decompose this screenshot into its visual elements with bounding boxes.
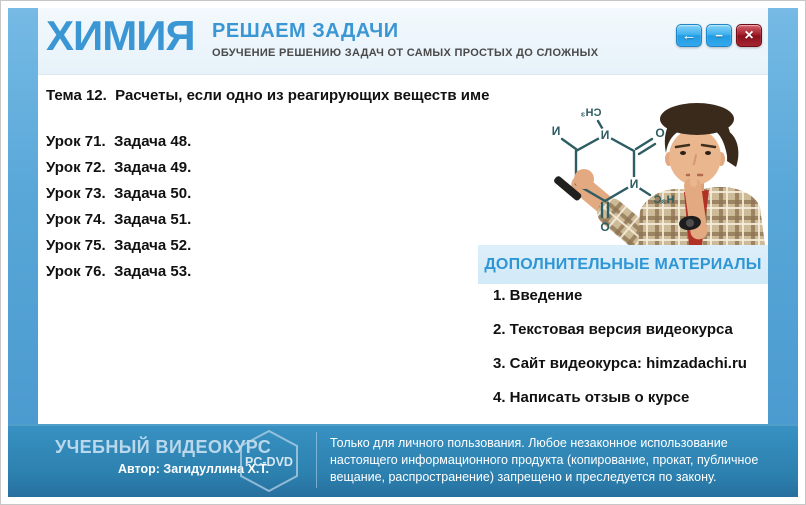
footer-divider (316, 432, 317, 488)
lesson-item[interactable]: Урок 73. Задача 50. (46, 185, 192, 202)
right-border-strip (768, 8, 798, 424)
svg-text:O: O (600, 220, 609, 234)
svg-text:N: N (601, 128, 610, 142)
window-controls: ← − × (676, 24, 762, 47)
material-item[interactable]: 2. Текстовая версия видеокурса (493, 321, 733, 338)
lesson-item[interactable]: Урок 76. Задача 53. (46, 263, 192, 280)
material-item[interactable]: 1. Введение (493, 287, 583, 304)
minimize-icon: − (715, 28, 723, 43)
back-button[interactable]: ← (676, 24, 702, 47)
app-frame: ХИМИЯ РЕШАЕМ ЗАДАЧИ ОБУЧЕНИЕ РЕШЕНИЮ ЗАД… (8, 8, 798, 497)
promo-photo: N N CH₃ N O O H₃C (490, 83, 768, 245)
left-border-strip (8, 8, 38, 424)
svg-text:CH₃: CH₃ (581, 107, 602, 119)
svg-text:N: N (552, 124, 561, 138)
svg-text:O: O (655, 126, 664, 140)
author-line: Автор: Загидуллина Х.Т. (118, 462, 270, 476)
molecule-labels: N N CH₃ N O O H₃C (552, 107, 675, 234)
hand-with-marker (554, 169, 594, 201)
material-item[interactable]: 4. Написать отзыв о курсе (493, 389, 690, 406)
main-content: Тема 12. Расчеты, если одно из реагирующ… (38, 75, 768, 424)
footer: УЧЕБНЫЙ ВИДЕОКУРС Автор: Загидуллина Х.Т… (8, 424, 798, 497)
man-writing-formula-illustration: N N CH₃ N O O H₃C (490, 83, 768, 245)
pc-dvd-label: PC-DVD (245, 455, 293, 469)
header: ХИМИЯ РЕШАЕМ ЗАДАЧИ ОБУЧЕНИЕ РЕШЕНИЮ ЗАД… (38, 8, 768, 75)
lesson-item[interactable]: Урок 72. Задача 49. (46, 159, 192, 176)
materials-list: 1. Введение 2. Текстовая версия видеокур… (493, 287, 768, 423)
lesson-item[interactable]: Урок 71. Задача 48. (46, 133, 192, 150)
svg-text:H₃C: H₃C (653, 194, 674, 206)
minimize-button[interactable]: − (706, 24, 732, 47)
svg-text:N: N (630, 177, 639, 191)
pc-dvd-badge: PC-DVD (240, 429, 298, 493)
material-item[interactable]: 3. Сайт видеокурса: himzadachi.ru (493, 355, 747, 372)
logo-subtitle-block: РЕШАЕМ ЗАДАЧИ ОБУЧЕНИЕ РЕШЕНИЮ ЗАДАЧ ОТ … (212, 20, 598, 59)
product-title: УЧЕБНЫЙ ВИДЕОКУРС (55, 437, 272, 457)
materials-panel-header: ДОПОЛНИТЕЛЬНЫЕ МАТЕРИАЛЫ (478, 245, 768, 284)
lesson-item[interactable]: Урок 74. Задача 51. (46, 211, 192, 228)
logo-tagline: ОБУЧЕНИЕ РЕШЕНИЮ ЗАДАЧ ОТ САМЫХ ПРОСТЫХ … (212, 47, 599, 59)
legal-text: Только для личного пользования. Любое не… (330, 436, 759, 484)
close-button[interactable]: × (736, 24, 762, 47)
logo-subtitle: РЕШАЕМ ЗАДАЧИ (212, 20, 399, 42)
lesson-list: Урок 71. Задача 48. Урок 72. Задача 49. … (46, 133, 191, 289)
lesson-item[interactable]: Урок 75. Задача 52. (46, 237, 192, 254)
back-icon: ← (681, 27, 697, 44)
molecule-drawing (560, 119, 657, 219)
materials-title: ДОПОЛНИТЕЛЬНЫЕ МАТЕРИАЛЫ (484, 255, 762, 273)
app-logo: ХИМИЯ (46, 12, 196, 59)
close-icon: × (744, 26, 754, 44)
